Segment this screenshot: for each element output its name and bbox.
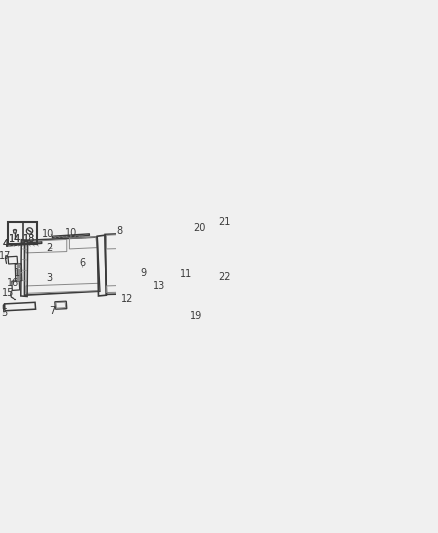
Text: 21: 21 <box>218 217 230 228</box>
Text: 20: 20 <box>194 223 206 233</box>
Text: 4: 4 <box>2 239 8 249</box>
Text: 10: 10 <box>42 229 54 239</box>
Text: 10: 10 <box>64 228 77 238</box>
Text: 6: 6 <box>80 259 86 269</box>
Text: 22: 22 <box>219 272 231 282</box>
Text: 17: 17 <box>0 252 11 261</box>
Text: 8: 8 <box>117 226 123 236</box>
Text: 11: 11 <box>180 269 192 279</box>
Text: 9: 9 <box>140 268 146 278</box>
Text: 14: 14 <box>9 234 21 244</box>
Text: 4: 4 <box>2 239 8 249</box>
Text: 13: 13 <box>152 281 165 291</box>
Text: 16: 16 <box>7 278 19 288</box>
Text: 2: 2 <box>46 244 53 253</box>
Text: 1: 1 <box>14 268 20 278</box>
Text: 3: 3 <box>46 273 53 283</box>
Text: 19: 19 <box>190 311 202 321</box>
Text: 18: 18 <box>23 234 35 244</box>
Text: 5: 5 <box>1 308 7 318</box>
Text: 14: 14 <box>9 234 21 244</box>
Text: 7: 7 <box>49 306 55 316</box>
Text: 15: 15 <box>3 288 15 298</box>
Text: 12: 12 <box>121 294 133 304</box>
Text: 18: 18 <box>23 234 35 244</box>
